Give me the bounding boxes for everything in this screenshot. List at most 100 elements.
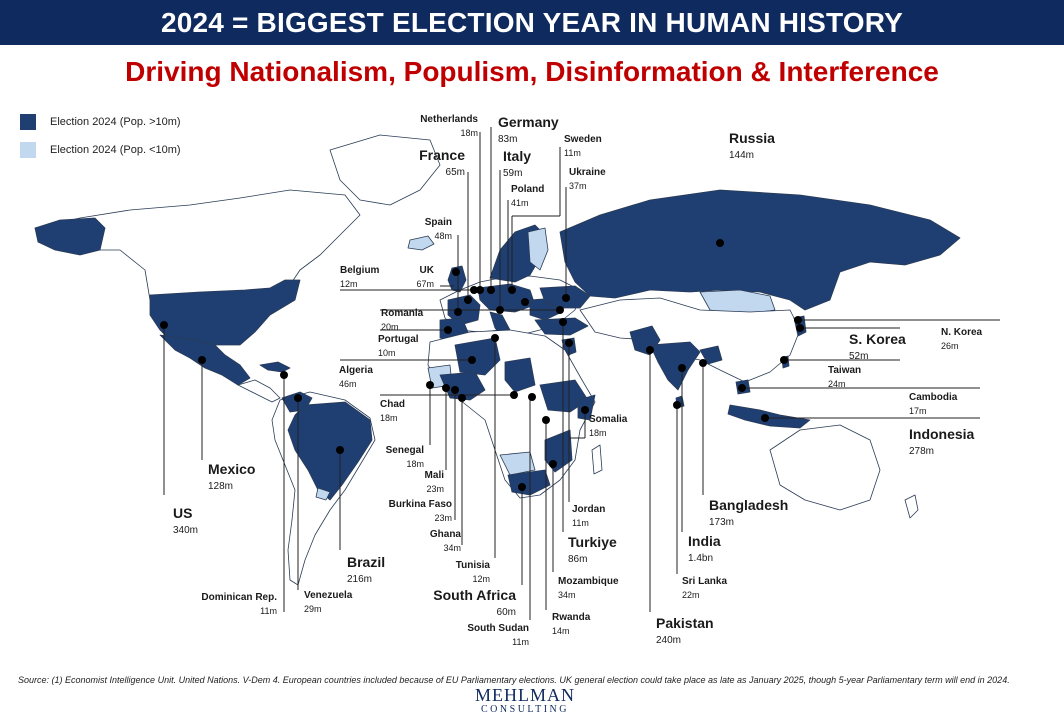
legend-item-small: Election 2024 (Pop. <10m) (20, 142, 181, 158)
dot-nkorea (794, 316, 802, 324)
label-germany: Germany 83m (498, 114, 559, 145)
label-poland: Poland 41m (511, 184, 545, 208)
label-tunisia: Tunisia 12m (455, 560, 490, 584)
label-bangladesh: Bangladesh 173m (709, 497, 789, 528)
map-turkiye (534, 317, 589, 336)
label-mozambique: Mozambique 34m (558, 576, 619, 600)
dot-indonesia (761, 414, 769, 422)
legend-swatch-large (20, 114, 36, 130)
mehlman-logo: MEHLMAN CONSULTING (470, 686, 580, 716)
label-netherlands: Netherlands 18m (420, 114, 478, 138)
map-alaska (34, 217, 106, 256)
dot-ukraine (562, 294, 570, 302)
label-sweden: Sweden 11m (564, 134, 602, 158)
dot-cambodia (738, 384, 746, 392)
dot-skorea (796, 324, 804, 332)
dot-portugal (444, 326, 452, 334)
dot-algeria (468, 356, 476, 364)
dot-jordan (565, 339, 573, 347)
dot-mali (442, 384, 450, 392)
label-southsudan: South Sudan 11m (467, 623, 529, 647)
dot-italy (496, 306, 504, 314)
label-italy: Italy 59m (503, 148, 532, 179)
dot-india (678, 364, 686, 372)
dot-somalia (581, 406, 589, 414)
label-belgium: Belgium 12m (340, 265, 380, 289)
map-caribbean (259, 361, 291, 373)
dot-germany (487, 286, 495, 294)
label-algeria: Algeria 46m (339, 365, 373, 389)
map-australia (769, 424, 881, 511)
title-banner: 2024 = BIGGEST ELECTION YEAR IN HUMAN HI… (0, 0, 1064, 45)
dot-bangladesh (699, 359, 707, 367)
label-mali: Mali 23m (424, 470, 444, 494)
label-burkina: Burkina Faso 23m (388, 499, 452, 523)
legend-item-large: Election 2024 (Pop. >10m) (20, 114, 181, 130)
dot-poland (521, 298, 529, 306)
map-indonesia (727, 404, 811, 429)
label-uk: UK 67m (416, 265, 434, 289)
dot-brazil (336, 446, 344, 454)
map-russia (559, 189, 961, 311)
map-madagascar (591, 444, 603, 475)
label-southafrica: South Africa 60m (433, 587, 516, 618)
dot-srilanka (673, 401, 681, 409)
label-somalia: Somalia 18m (589, 414, 628, 438)
label-indonesia: Indonesia 278m (909, 426, 975, 457)
label-russia: Russia 144m (729, 130, 775, 161)
dot-dominican (280, 371, 288, 379)
dot-mozambique (549, 460, 557, 468)
dot-us (160, 321, 168, 329)
map-north-america (34, 189, 361, 341)
legend-swatch-small (20, 142, 36, 158)
label-chad: Chad 18m (380, 399, 405, 423)
map-india (649, 341, 701, 391)
dot-netherlands (476, 286, 484, 294)
dot-taiwan (780, 356, 788, 364)
dot-pakistan (646, 346, 654, 354)
label-us: US 340m (173, 505, 199, 536)
map-chad (504, 357, 536, 393)
dot-mexico (198, 356, 206, 364)
label-india: India 1.4bn (688, 533, 721, 564)
dot-burkina (451, 386, 459, 394)
dot-france (464, 296, 472, 304)
label-nkorea: N. Korea 26m (941, 327, 983, 351)
label-pakistan: Pakistan 240m (656, 615, 714, 646)
map-southern-africa-light (499, 451, 536, 476)
legend-label-small: Election 2024 (Pop. <10m) (50, 144, 181, 156)
label-senegal: Senegal 18m (385, 445, 424, 469)
dot-romania (556, 306, 564, 314)
label-rwanda: Rwanda 14m (552, 612, 591, 636)
map-iceland-light (407, 235, 435, 251)
dot-southafrica (518, 483, 526, 491)
dot-russia (716, 239, 724, 247)
map-central-america (237, 379, 281, 403)
dot-venezuela (294, 394, 302, 402)
map-norway-light (527, 227, 549, 271)
legend: Election 2024 (Pop. >10m) Election 2024 … (20, 114, 181, 170)
label-srilanka: Sri Lanka 22m (682, 576, 728, 600)
label-france: France 65m (419, 147, 465, 178)
map-new-zealand (904, 494, 919, 519)
label-venezuela: Venezuela 29m (304, 590, 353, 614)
label-portugal: Portugal 10m (378, 334, 419, 358)
map-uruguay-light (315, 487, 331, 501)
subtitle: Driving Nationalism, Populism, Disinform… (125, 56, 939, 87)
source-note: Source: (1) Economist Intelligence Unit.… (18, 675, 1010, 685)
logo-line2: CONSULTING (481, 704, 569, 715)
label-ukraine: Ukraine 37m (569, 167, 606, 191)
map-bangladesh (699, 345, 723, 365)
label-jordan: Jordan 11m (572, 504, 606, 528)
dot-sweden (508, 286, 516, 294)
label-turkiye: Turkiye 86m (568, 534, 617, 565)
legend-label-large: Election 2024 (Pop. >10m) (50, 116, 181, 128)
map-venezuela (281, 391, 313, 413)
dot-tunisia (491, 334, 499, 342)
map-algeria (454, 337, 501, 376)
dot-rwanda (542, 416, 550, 424)
label-brazil: Brazil 216m (347, 554, 386, 585)
label-spain: Spain 48m (424, 217, 452, 241)
dot-turkiye (559, 318, 567, 326)
